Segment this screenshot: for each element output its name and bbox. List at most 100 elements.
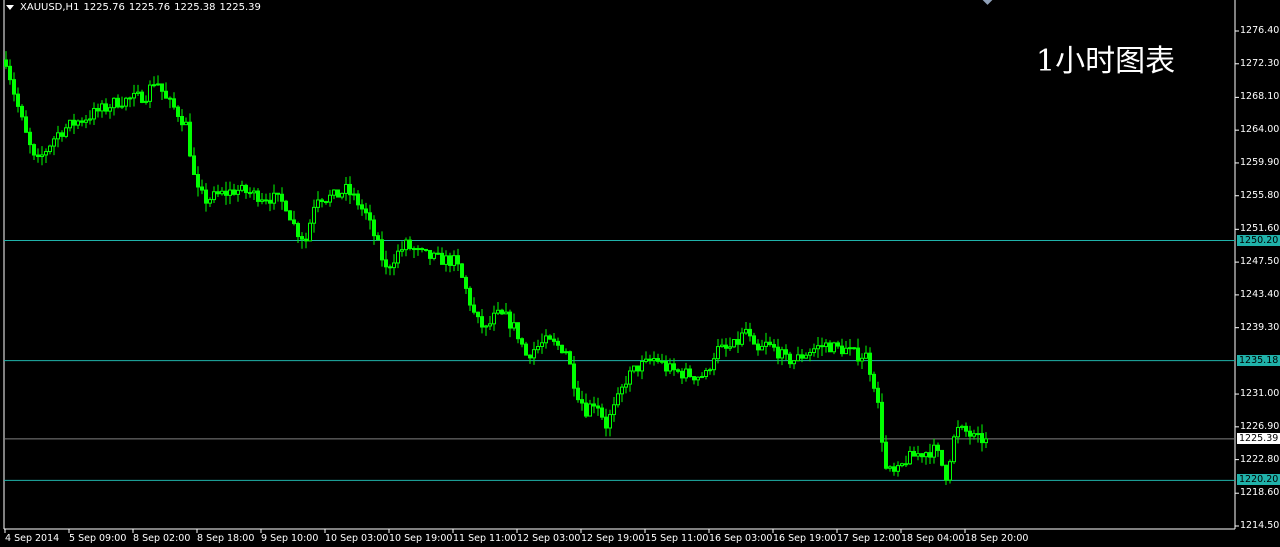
y-tick-label: 1243.40 (1240, 288, 1280, 300)
candle-body (588, 403, 592, 417)
candle-body (292, 219, 296, 225)
level-price-badge: 1235.18 (1237, 354, 1280, 366)
y-tick-label: 1255.80 (1240, 189, 1280, 201)
candle-body (24, 116, 28, 133)
candle-body (964, 425, 968, 432)
candle-body (788, 353, 792, 365)
candle-body (496, 309, 500, 314)
candle-body (336, 189, 340, 198)
candle-body (448, 255, 452, 266)
candle-body (176, 106, 180, 117)
y-tick-label: 1259.90 (1240, 156, 1280, 168)
candle-body (44, 151, 48, 156)
candle-body (344, 183, 348, 194)
candle-body (88, 118, 92, 121)
candle-body (136, 91, 140, 94)
triangle-down-icon[interactable] (6, 5, 14, 10)
candle-body (440, 252, 444, 265)
candle-body (444, 255, 448, 265)
low-value: 1225.38 (174, 2, 216, 13)
high-value: 1225.76 (128, 2, 171, 13)
candle-body (524, 343, 528, 356)
candle-body (528, 354, 532, 359)
candle-body (604, 416, 608, 429)
candle-body (484, 325, 488, 328)
candle-body (748, 328, 752, 337)
candle-body (20, 105, 24, 118)
candle-body (48, 145, 52, 153)
candle-body (876, 387, 880, 403)
y-tick-label: 1214.50 (1240, 520, 1280, 531)
candle-body (944, 464, 948, 481)
candle-body (776, 346, 780, 359)
candle-body (916, 453, 920, 457)
candle-body (424, 248, 428, 251)
chart-header: XAUUSD,H1 1225.76 1225.76 1225.38 1225.3… (6, 2, 261, 13)
candle-body (452, 255, 456, 266)
candle-body (948, 461, 952, 481)
candle-body (612, 404, 616, 416)
candle-body (476, 311, 480, 318)
candle-body (240, 184, 244, 191)
candle-body (928, 452, 932, 458)
candle-body (576, 387, 580, 401)
candle-body (276, 192, 280, 195)
candle-body (272, 192, 276, 204)
candle-body (104, 103, 108, 112)
candle-body (836, 342, 840, 347)
candle-body (740, 332, 744, 345)
x-tick-label: 16 Sep 03:00 (709, 533, 773, 544)
candle-body (360, 204, 364, 210)
candle-body (656, 358, 660, 362)
candle-body (392, 262, 396, 269)
candle-body (380, 239, 384, 261)
y-tick-label: 1222.80 (1240, 453, 1280, 465)
candle-body (980, 433, 984, 444)
candle-body (232, 189, 236, 195)
candle-body (288, 210, 292, 221)
candle-body (684, 368, 688, 379)
bid-price-badge: 1225.39 (1237, 432, 1280, 444)
candle-body (636, 365, 640, 372)
candle-body (480, 316, 484, 328)
candle-body (800, 354, 804, 359)
x-tick-label: 10 Sep 03:00 (325, 533, 389, 544)
candle-body (840, 345, 844, 355)
x-tick-label: 9 Sep 10:00 (261, 533, 319, 544)
candle-body (32, 144, 36, 156)
candle-body (280, 193, 284, 202)
candle-body (652, 358, 656, 362)
candle-body (792, 360, 796, 365)
candle-body (116, 97, 120, 108)
candle-body (712, 358, 716, 371)
candle-body (256, 190, 260, 202)
candle-body (568, 351, 572, 365)
candle-body (372, 219, 376, 237)
candle-body (396, 250, 400, 264)
close-value: 1225.39 (219, 2, 261, 13)
x-tick-label: 12 Sep 03:00 (517, 533, 581, 544)
candle-body (976, 433, 980, 436)
candle-body (940, 449, 944, 466)
candle-body (468, 287, 472, 306)
candle-body (808, 352, 812, 356)
candle-body (312, 206, 316, 224)
candle-body (784, 349, 788, 355)
x-tick-label: 12 Sep 19:00 (581, 533, 645, 544)
candle-body (756, 343, 760, 351)
candle-body (36, 154, 40, 158)
candle-body (428, 249, 432, 259)
x-tick-label: 4 Sep 2014 (5, 533, 60, 544)
candle-body (60, 132, 64, 137)
candle-body (348, 183, 352, 196)
x-tick-label: 10 Sep 19:00 (389, 533, 453, 544)
candle-body (552, 338, 556, 342)
candle-body (100, 103, 104, 112)
candle-body (16, 93, 20, 107)
candle-body (540, 342, 544, 347)
candle-body (984, 438, 988, 444)
candle-body (252, 190, 256, 194)
candle-body (884, 441, 888, 469)
candle-body (400, 249, 404, 252)
